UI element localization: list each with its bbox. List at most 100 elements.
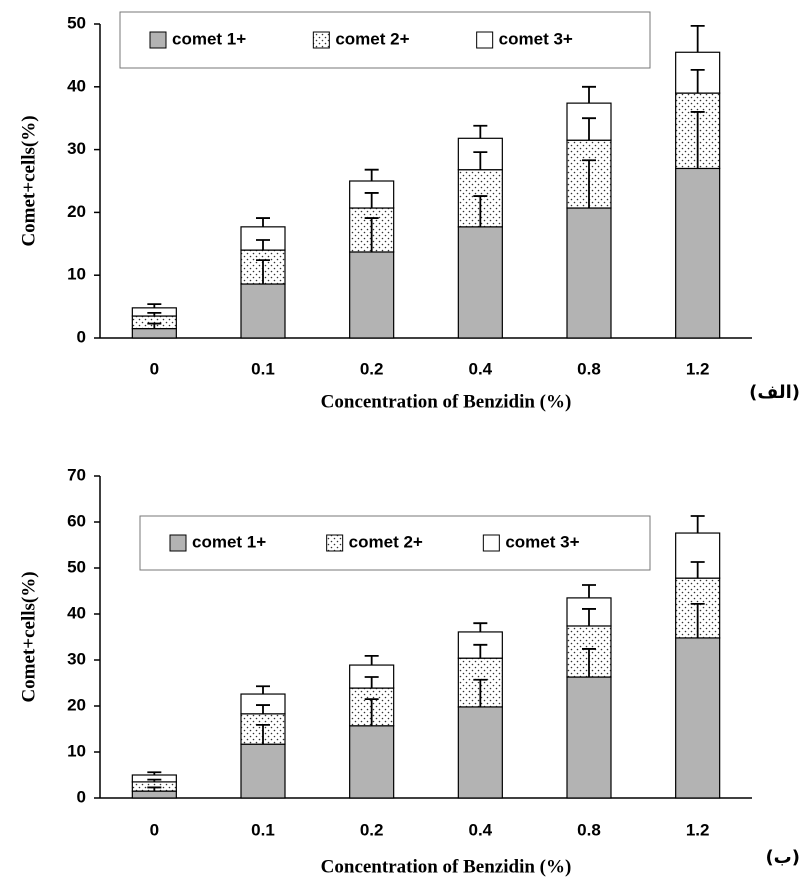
- error-bar: [473, 124, 488, 139]
- legend-swatch: [476, 31, 494, 49]
- error-line: [256, 723, 270, 745]
- y-tick-label: 20: [67, 202, 86, 221]
- error-bar: [582, 608, 596, 626]
- error-line: [256, 704, 270, 714]
- error-line: [582, 159, 596, 209]
- error-line: [364, 676, 379, 689]
- error-line: [364, 192, 379, 209]
- y-tick-label: 0: [77, 327, 86, 346]
- error-line: [582, 584, 596, 598]
- error-bar: [582, 159, 596, 209]
- error-line: [256, 259, 270, 284]
- x-tick-label: 0.4: [469, 820, 493, 839]
- error-bar: [147, 311, 162, 317]
- bar-segment: [240, 743, 286, 799]
- error-bar: [256, 704, 270, 714]
- x-tick-label: 0.1: [251, 359, 275, 378]
- error-bar: [690, 515, 705, 534]
- error-bar: [256, 239, 270, 251]
- y-tick-label: 40: [67, 76, 86, 95]
- error-line: [147, 786, 162, 792]
- error-bar: [147, 303, 162, 308]
- error-bar: [582, 648, 596, 678]
- legend-box: [139, 515, 651, 571]
- panel-label: (ب): [765, 847, 800, 868]
- y-tick-label: 50: [67, 557, 86, 576]
- error-bar: [473, 195, 488, 227]
- error-line: [364, 217, 379, 252]
- legend-box: [119, 11, 651, 69]
- error-line: [582, 85, 596, 104]
- error-line: [473, 643, 488, 659]
- bar-segment: [675, 637, 721, 799]
- y-tick-label: 70: [67, 465, 86, 484]
- y-tick-label: 10: [67, 741, 86, 760]
- error-bar: [256, 723, 270, 745]
- error-bar: [147, 771, 162, 775]
- error-bar: [147, 322, 162, 329]
- x-axis-title: Concentration of Benzidin (%): [321, 391, 572, 412]
- error-line: [147, 311, 162, 317]
- error-line: [690, 561, 705, 579]
- bar-segment: [566, 207, 612, 339]
- error-bar: [364, 654, 379, 666]
- error-line: [582, 648, 596, 678]
- error-bar: [256, 259, 270, 284]
- x-tick-label: 1.2: [686, 359, 710, 378]
- y-tick-label: 50: [67, 13, 86, 32]
- error-bar: [147, 778, 162, 782]
- legend-swatch: [149, 31, 167, 49]
- y-axis-title: Comet+cells(%): [18, 571, 39, 702]
- y-axis-title: Comet+cells(%): [18, 115, 39, 246]
- error-bar: [690, 68, 705, 94]
- y-tick-label: 0: [77, 787, 86, 806]
- error-line: [256, 239, 270, 251]
- error-bar: [690, 111, 705, 169]
- x-tick-label: 0.2: [360, 359, 384, 378]
- legend-label: comet 3+: [505, 532, 579, 551]
- error-line: [147, 322, 162, 329]
- y-tick-label: 20: [67, 695, 86, 714]
- error-line: [473, 678, 488, 707]
- error-bar: [690, 561, 705, 579]
- error-line: [473, 124, 488, 139]
- bar-segment: [131, 327, 177, 339]
- error-line: [256, 217, 270, 227]
- error-bar: [690, 24, 705, 53]
- x-tick-label: 0: [150, 820, 159, 839]
- bar-segment: [131, 790, 177, 799]
- error-bar: [256, 685, 270, 695]
- error-bar: [582, 584, 596, 598]
- error-line: [690, 602, 705, 638]
- legend-label: comet 1+: [172, 29, 246, 48]
- error-line: [582, 608, 596, 626]
- error-line: [256, 685, 270, 695]
- legend-swatch: [482, 534, 500, 552]
- y-tick-label: 30: [67, 649, 86, 668]
- legend-label: comet 2+: [335, 29, 409, 48]
- error-line: [364, 654, 379, 666]
- legend-label: comet 2+: [349, 532, 423, 551]
- bar-segment: [349, 251, 395, 339]
- error-line: [690, 24, 705, 53]
- y-tick-label: 60: [67, 511, 86, 530]
- x-tick-label: 1.2: [686, 820, 710, 839]
- x-tick-label: 0.8: [577, 359, 601, 378]
- error-line: [690, 111, 705, 169]
- error-line: [364, 168, 379, 181]
- error-line: [690, 68, 705, 94]
- error-bar: [582, 117, 596, 141]
- error-line: [364, 698, 379, 726]
- error-bar: [473, 643, 488, 659]
- error-bar: [364, 192, 379, 209]
- bar-segment: [457, 706, 503, 799]
- x-tick-label: 0.2: [360, 820, 384, 839]
- bar-segment: [457, 226, 503, 339]
- x-tick-label: 0: [150, 359, 159, 378]
- bar-segment: [349, 725, 395, 799]
- panel-label: (الف): [749, 382, 800, 403]
- error-line: [147, 771, 162, 775]
- legend-label: comet 1+: [192, 532, 266, 551]
- error-bar: [690, 602, 705, 638]
